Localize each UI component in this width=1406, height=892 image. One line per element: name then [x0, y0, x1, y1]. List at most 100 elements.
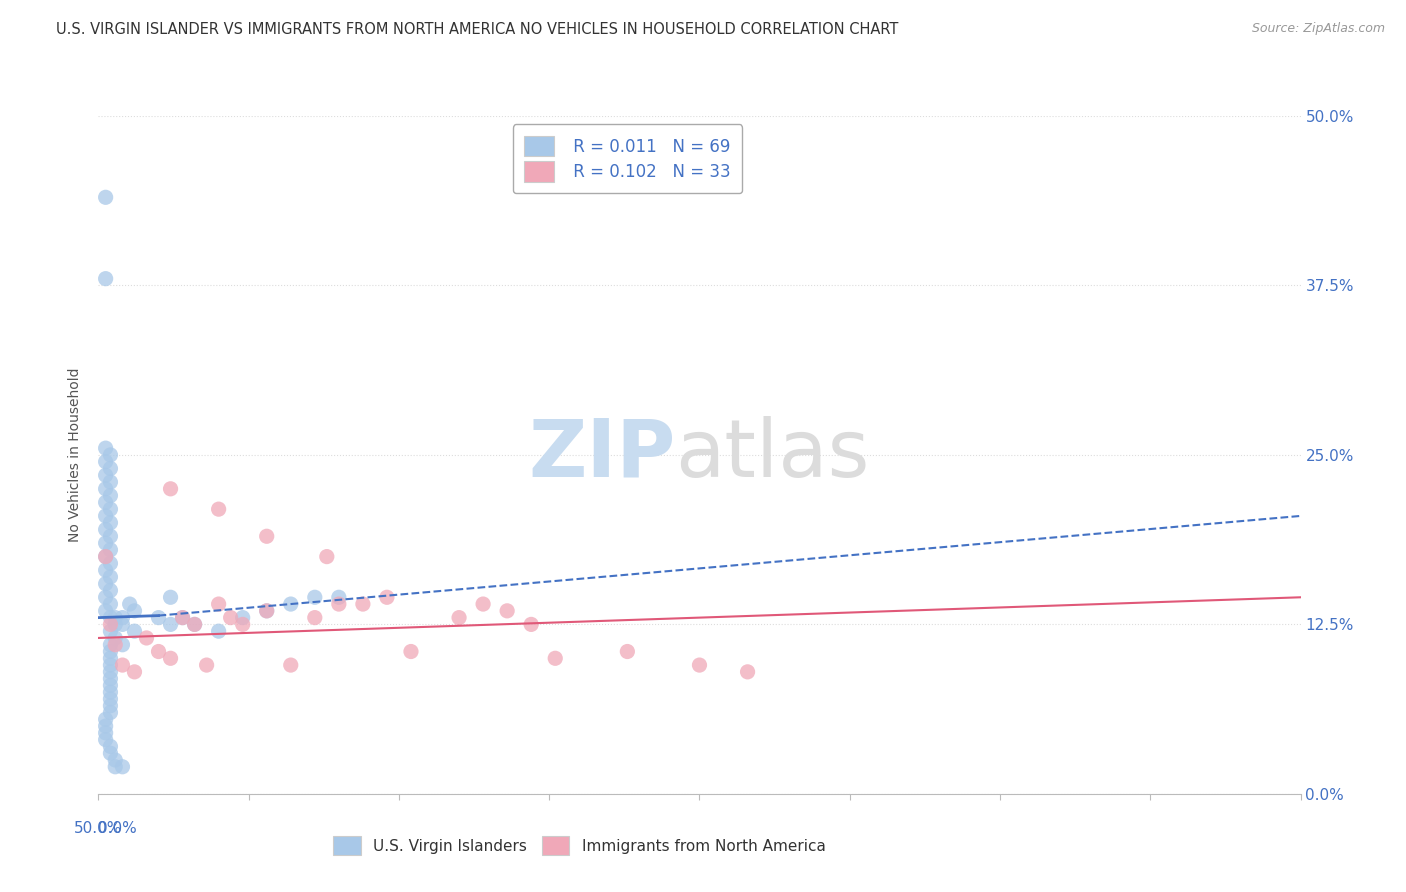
Point	[94, 604, 117, 618]
Point	[100, 502, 122, 516]
Point	[94, 726, 117, 740]
Point	[148, 610, 170, 624]
Point	[124, 624, 146, 639]
Point	[159, 617, 181, 632]
Point	[104, 760, 127, 774]
Point	[232, 610, 254, 624]
Text: 50.0%: 50.0%	[75, 821, 122, 836]
Text: ZIP: ZIP	[529, 416, 675, 494]
Point	[111, 760, 134, 774]
Point	[94, 563, 117, 577]
Point	[159, 482, 181, 496]
Point	[100, 678, 122, 692]
Point	[100, 583, 122, 598]
Point	[172, 610, 194, 624]
Point	[208, 624, 231, 639]
Point	[399, 644, 422, 658]
Point	[256, 604, 278, 618]
Point	[100, 557, 122, 571]
Point	[94, 591, 117, 605]
Point	[183, 617, 205, 632]
Text: atlas: atlas	[675, 416, 870, 494]
Point	[94, 441, 117, 455]
Point	[94, 712, 117, 726]
Point	[94, 468, 117, 483]
Point	[496, 604, 519, 618]
Point	[94, 455, 117, 469]
Point	[94, 576, 117, 591]
Point	[100, 542, 122, 557]
Point	[689, 658, 711, 673]
Point	[520, 617, 543, 632]
Point	[94, 523, 117, 537]
Text: 0.0%: 0.0%	[98, 821, 138, 836]
Point	[148, 644, 170, 658]
Point	[118, 597, 141, 611]
Point	[104, 610, 127, 624]
Point	[183, 617, 205, 632]
Point	[111, 638, 134, 652]
Point	[219, 610, 242, 624]
Point	[304, 610, 326, 624]
Point	[94, 719, 117, 733]
Point	[94, 549, 117, 564]
Point	[100, 706, 122, 720]
Point	[544, 651, 567, 665]
Point	[111, 617, 134, 632]
Point	[375, 591, 398, 605]
Text: U.S. VIRGIN ISLANDER VS IMMIGRANTS FROM NORTH AMERICA NO VEHICLES IN HOUSEHOLD C: U.S. VIRGIN ISLANDER VS IMMIGRANTS FROM …	[56, 22, 898, 37]
Point	[100, 685, 122, 699]
Point	[100, 624, 122, 639]
Point	[159, 591, 181, 605]
Point	[737, 665, 759, 679]
Point	[100, 739, 122, 754]
Point	[100, 475, 122, 489]
Point	[280, 597, 302, 611]
Point	[111, 610, 134, 624]
Point	[304, 591, 326, 605]
Point	[100, 597, 122, 611]
Point	[315, 549, 337, 564]
Point	[100, 746, 122, 760]
Point	[256, 529, 278, 543]
Point	[100, 658, 122, 673]
Point	[100, 672, 122, 686]
Point	[352, 597, 374, 611]
Point	[208, 597, 231, 611]
Point	[232, 617, 254, 632]
Point	[195, 658, 218, 673]
Legend: U.S. Virgin Islanders, Immigrants from North America: U.S. Virgin Islanders, Immigrants from N…	[323, 827, 835, 864]
Point	[208, 502, 231, 516]
Point	[100, 698, 122, 713]
Point	[104, 617, 127, 632]
Point	[104, 638, 127, 652]
Point	[100, 665, 122, 679]
Point	[94, 271, 117, 285]
Point	[124, 665, 146, 679]
Point	[94, 495, 117, 509]
Point	[104, 753, 127, 767]
Point	[472, 597, 495, 611]
Point	[100, 692, 122, 706]
Point	[94, 732, 117, 747]
Point	[328, 597, 350, 611]
Point	[104, 631, 127, 645]
Point	[100, 644, 122, 658]
Point	[100, 651, 122, 665]
Point	[447, 610, 470, 624]
Point	[159, 651, 181, 665]
Point	[94, 508, 117, 523]
Point	[111, 658, 134, 673]
Point	[280, 658, 302, 673]
Point	[100, 617, 122, 632]
Point	[94, 536, 117, 550]
Point	[100, 570, 122, 584]
Point	[100, 489, 122, 503]
Point	[100, 529, 122, 543]
Point	[94, 190, 117, 204]
Y-axis label: No Vehicles in Household: No Vehicles in Household	[69, 368, 83, 542]
Point	[94, 482, 117, 496]
Point	[135, 631, 157, 645]
Point	[124, 604, 146, 618]
Point	[100, 516, 122, 530]
